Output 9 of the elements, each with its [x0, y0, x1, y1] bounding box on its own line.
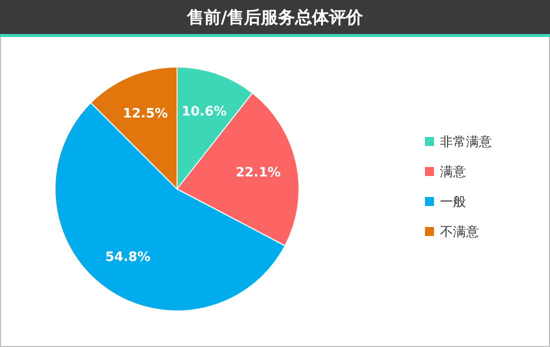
data-label: 22.1%	[236, 166, 281, 181]
data-label: 10.6%	[182, 104, 227, 120]
legend-label: 满意	[440, 165, 466, 180]
data-label: 54.8%	[105, 250, 150, 265]
legend-label: 一般	[440, 195, 466, 210]
legend-label: 非常满意	[440, 135, 492, 150]
legend-label: 不满意	[440, 225, 479, 240]
data-label: 12.5%	[122, 106, 168, 122]
chart-title: 售前/售后服务总体评价	[186, 8, 364, 28]
